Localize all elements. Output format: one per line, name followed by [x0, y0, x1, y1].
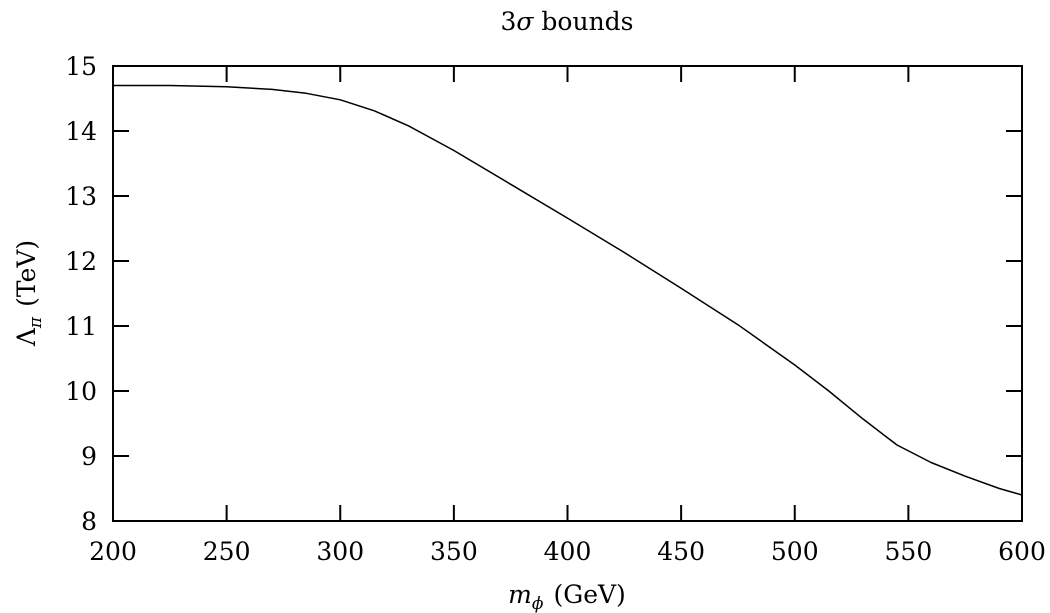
x-tick-label: 350 [430, 537, 478, 566]
x-tick-label: 600 [998, 537, 1046, 566]
x-tick-label: 200 [89, 537, 137, 566]
y-tick-label: 10 [65, 377, 97, 406]
x-tick-labels: 200 250 300 350 400 450 500 550 600 [89, 537, 1046, 566]
x-axis-label: mϕ (GeV) [508, 580, 626, 613]
y-tick-label: 12 [65, 247, 97, 276]
y-tick-label: 8 [81, 507, 97, 536]
y-tick-labels: 8 9 10 11 12 13 14 15 [65, 52, 97, 536]
x-tick-label: 550 [885, 537, 933, 566]
axis-ticks [112, 65, 1023, 522]
x-tick-label: 300 [316, 537, 364, 566]
x-tick-label: 500 [771, 537, 819, 566]
x-tick-label: 400 [544, 537, 592, 566]
x-tick-label: 450 [657, 537, 705, 566]
y-tick-label: 15 [65, 52, 97, 81]
plot-frame-rect [112, 65, 1023, 522]
y-tick-label: 14 [65, 117, 97, 146]
y-axis-label: Λπ(TeV) [12, 240, 46, 347]
x-tick-label: 250 [203, 537, 251, 566]
y-tick-label: 13 [65, 182, 97, 211]
y-tick-label: 9 [81, 442, 97, 471]
plot-frame [112, 65, 1023, 522]
series-lines [113, 84, 1023, 496]
chart-title: 3σ bounds [500, 7, 633, 36]
series-line [113, 84, 1023, 496]
y-tick-label: 11 [65, 312, 97, 341]
